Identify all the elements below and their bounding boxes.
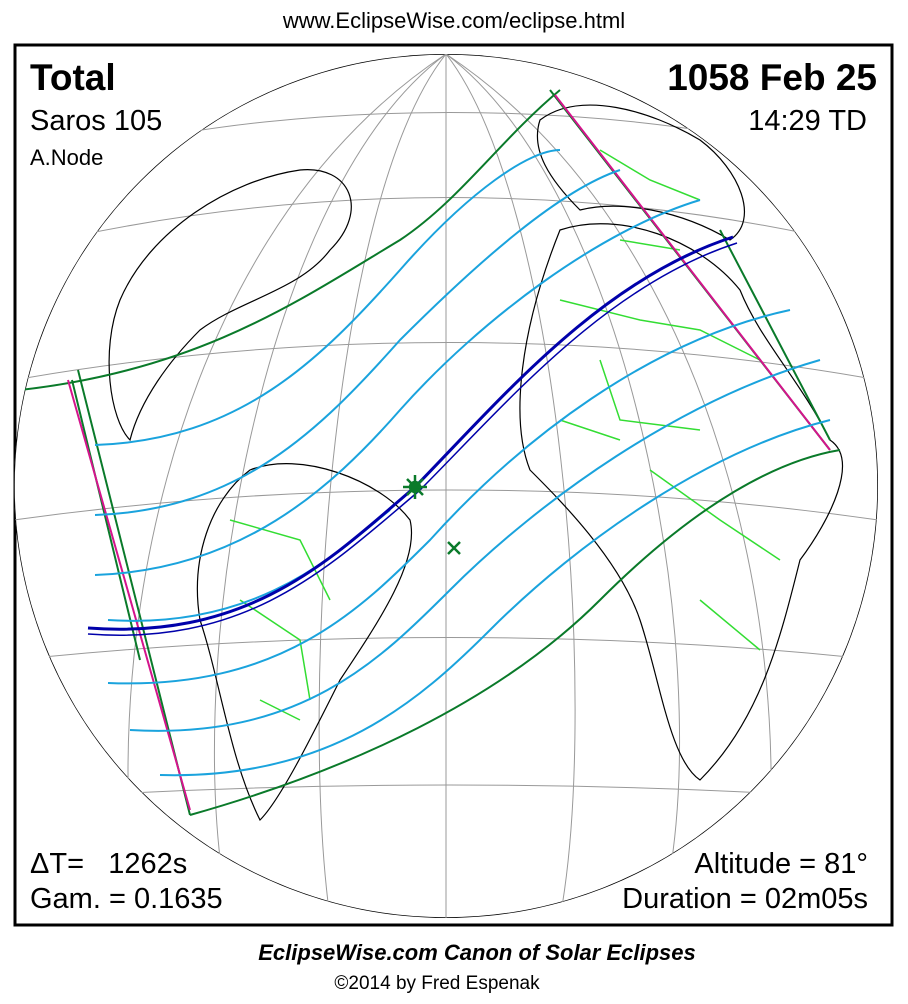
eclipse-type: Total (30, 57, 116, 98)
eclipse-time: 14:29 TD (748, 105, 867, 137)
eclipse-date: 1058 Feb 25 (667, 57, 877, 98)
duration: Duration = 02m05s (622, 883, 868, 915)
copyright: ©2014 by Fred Espenak (334, 973, 540, 994)
altitude: Altitude = 81° (694, 848, 868, 880)
url: www.EclipseWise.com/eclipse.html (282, 8, 625, 33)
gamma: Gam. = 0.1635 (30, 883, 223, 915)
footer-title: EclipseWise.com Canon of Solar Eclipses (258, 940, 696, 965)
node: A.Node (30, 145, 103, 170)
globe-map (14, 54, 878, 918)
delta-t: ΔT= 1262s (30, 848, 187, 880)
saros: Saros 105 (30, 105, 162, 137)
